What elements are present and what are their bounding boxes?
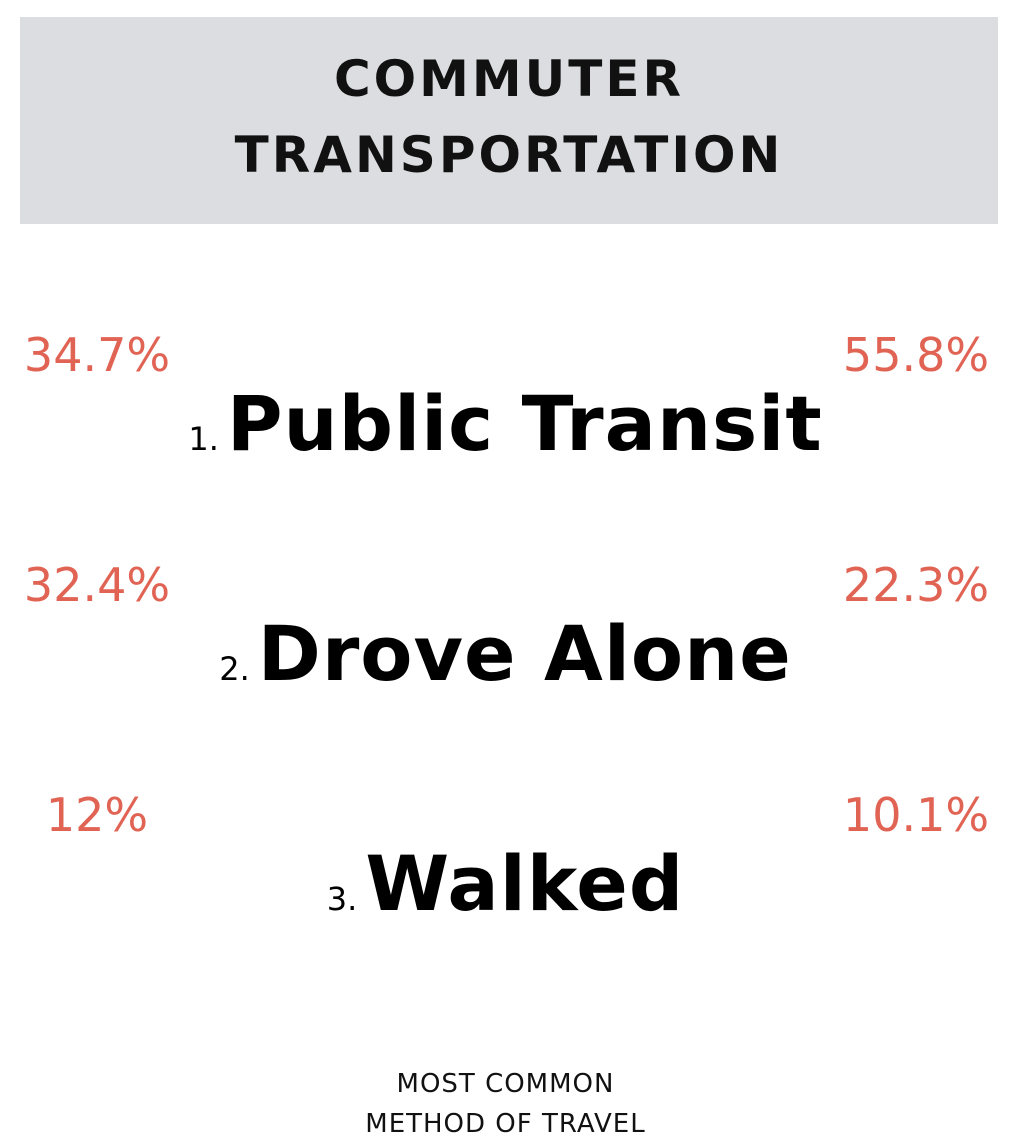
item-label: Drove Alone — [257, 609, 792, 698]
item: 3. Walked — [0, 839, 1011, 950]
footer-line: MOST COMMON — [396, 1069, 615, 1099]
item-label: Walked — [365, 839, 685, 928]
right-value: 10.1% — [842, 788, 990, 842]
title-line: TRANSPORTATION — [234, 126, 784, 184]
left-value: 34.7% — [23, 328, 171, 382]
item: 2. Drove Alone — [0, 609, 1011, 720]
right-value: 55.8% — [842, 328, 990, 382]
footer-line: METHOD OF TRAVEL — [365, 1109, 646, 1139]
item: 1. Public Transit — [0, 379, 1011, 490]
right-value: 22.3% — [842, 558, 990, 612]
left-value: 12% — [45, 788, 149, 842]
left-value: 32.4% — [23, 558, 171, 612]
item-label: Public Transit — [226, 379, 823, 468]
rank: 1. — [188, 420, 219, 458]
rank: 2. — [219, 650, 250, 688]
title-line: COMMUTER — [333, 50, 685, 108]
rank: 3. — [326, 880, 358, 918]
header: COMMUTER TRANSPORTATION — [20, 17, 998, 224]
